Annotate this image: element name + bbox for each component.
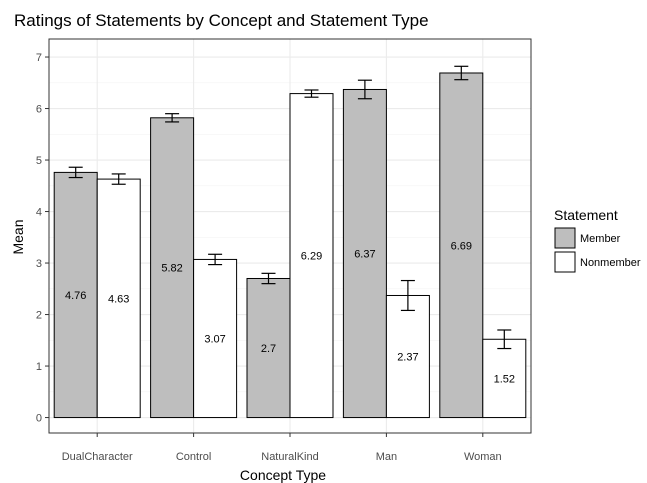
y-axis-title: Mean — [10, 219, 26, 254]
legend-key-member — [554, 227, 576, 249]
bar-nonmember-naturalkind — [289, 93, 334, 419]
x-tick-label: DualCharacter — [62, 451, 133, 463]
y-tick-label: 1 — [36, 361, 42, 373]
x-tick-label: NaturalKind — [261, 451, 318, 463]
data-label: 4.63 — [108, 293, 129, 305]
x-axis: DualCharacter Control NaturalKind Man Woman — [62, 433, 502, 463]
data-label: 2.7 — [261, 343, 276, 355]
y-tick-label: 6 — [36, 104, 42, 116]
bar-member-woman — [439, 72, 484, 419]
chart-title: Ratings of Statements by Concept and Sta… — [14, 11, 429, 30]
legend-label-nonmember: Nonmember — [580, 257, 641, 269]
legend-label-member: Member — [580, 233, 621, 245]
legend-title: Statement — [554, 207, 618, 223]
legend-key-nonmember — [554, 251, 576, 273]
bar-member-dualcharacter — [53, 171, 98, 419]
y-tick-label: 2 — [36, 310, 42, 322]
data-labels: 4.76 5.82 2.7 6.37 6.69 4.63 3.07 6.29 2.37 1.52 — [65, 240, 515, 385]
legend: Statement Member Nonmember — [554, 207, 641, 273]
data-label: 5.82 — [161, 263, 182, 275]
data-label: 2.37 — [397, 352, 418, 364]
data-label: 4.76 — [65, 290, 86, 302]
y-tick-label: 3 — [36, 258, 42, 270]
y-axis: 0 1 2 3 4 5 6 7 — [36, 52, 49, 425]
bars — [53, 72, 527, 419]
x-tick-label: Man — [376, 451, 397, 463]
data-label: 3.07 — [204, 333, 225, 345]
bar-member-naturalkind — [246, 277, 291, 419]
data-label: 6.69 — [451, 240, 472, 252]
bar-member-control — [150, 117, 195, 419]
bar-member-man — [342, 88, 387, 419]
bar-nonmember-woman — [482, 338, 527, 419]
bar-nonmember-dualcharacter — [96, 178, 141, 419]
x-tick-label: Control — [176, 451, 211, 463]
error-bars — [68, 65, 512, 350]
y-tick-label: 7 — [36, 52, 42, 64]
x-tick-label: Woman — [464, 451, 502, 463]
data-label: 6.37 — [354, 249, 375, 261]
x-axis-title: Concept Type — [240, 467, 326, 483]
bar-nonmember-control — [193, 258, 238, 419]
data-label: 1.52 — [494, 373, 515, 385]
data-label: 6.29 — [301, 251, 322, 263]
y-tick-label: 0 — [36, 413, 42, 425]
bar-nonmember-man — [385, 294, 430, 419]
y-tick-label: 4 — [36, 207, 42, 219]
y-tick-label: 5 — [36, 155, 42, 167]
